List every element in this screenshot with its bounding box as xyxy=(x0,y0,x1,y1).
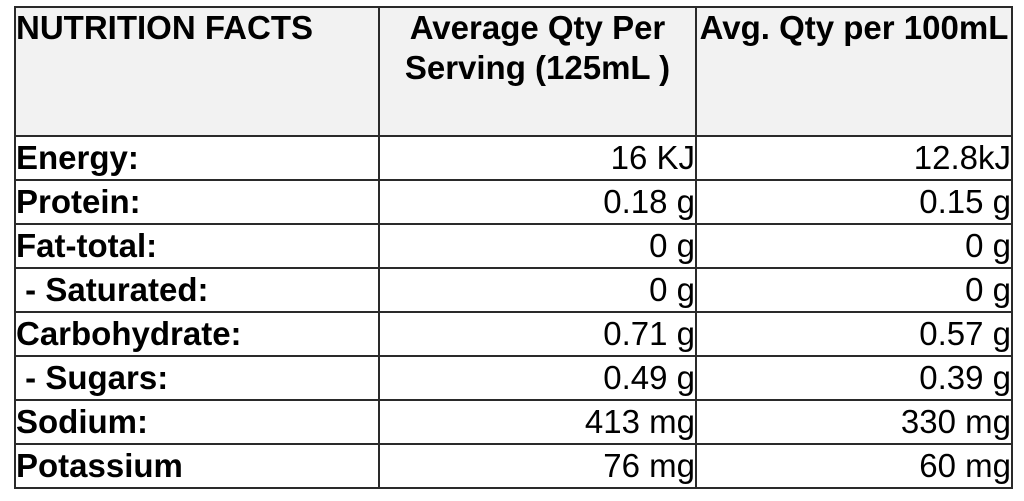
table-body: Energy: 16 KJ 12.8kJ Protein: 0.18 g 0.1… xyxy=(14,135,1013,489)
per-serving-value: 0.71 g xyxy=(378,311,697,357)
nutrient-name: Energy: xyxy=(14,135,380,181)
per-serving-value: 0.49 g xyxy=(378,355,697,401)
table-row: Sodium: 413 mg 330 mg xyxy=(14,399,1013,445)
table-row: Potassium 76 mg 60 mg xyxy=(14,443,1013,489)
nutrient-name: - Sugars: xyxy=(14,355,380,401)
per-100ml-value: 330 mg xyxy=(695,399,1013,445)
nutrient-name: Potassium xyxy=(14,443,380,489)
per-100ml-value: 0.57 g xyxy=(695,311,1013,357)
per-100ml-value: 60 mg xyxy=(695,443,1013,489)
header-row: NUTRITION FACTS Average Qty Per Serving … xyxy=(14,6,1013,137)
nutrient-name: Carbohydrate: xyxy=(14,311,380,357)
per-serving-value: 76 mg xyxy=(378,443,697,489)
table-row: Fat-total: 0 g 0 g xyxy=(14,223,1013,269)
nutrient-name: Sodium: xyxy=(14,399,380,445)
per-100ml-value: 0 g xyxy=(695,267,1013,313)
header-per-serving: Average Qty Per Serving (125mL ) xyxy=(378,6,697,137)
header-nutrition-facts: NUTRITION FACTS xyxy=(14,6,380,137)
table-row: Carbohydrate: 0.71 g 0.57 g xyxy=(14,311,1013,357)
table-row: Protein: 0.18 g 0.15 g xyxy=(14,179,1013,225)
table-row: Energy: 16 KJ 12.8kJ xyxy=(14,135,1013,181)
per-100ml-value: 0.39 g xyxy=(695,355,1013,401)
table-row: - Sugars: 0.49 g 0.39 g xyxy=(14,355,1013,401)
per-100ml-value: 0.15 g xyxy=(695,179,1013,225)
table-row: - Saturated: 0 g 0 g xyxy=(14,267,1013,313)
per-100ml-value: 0 g xyxy=(695,223,1013,269)
per-serving-value: 0.18 g xyxy=(378,179,697,225)
per-serving-value: 0 g xyxy=(378,223,697,269)
per-100ml-value: 12.8kJ xyxy=(695,135,1013,181)
per-serving-value: 413 mg xyxy=(378,399,697,445)
nutrient-name: Protein: xyxy=(14,179,380,225)
per-serving-value: 16 KJ xyxy=(378,135,697,181)
per-serving-value: 0 g xyxy=(378,267,697,313)
nutrient-name: - Saturated: xyxy=(14,267,380,313)
header-per-100ml: Avg. Qty per 100mL xyxy=(695,6,1013,137)
nutrient-name: Fat-total: xyxy=(14,223,380,269)
nutrition-facts-table: NUTRITION FACTS Average Qty Per Serving … xyxy=(14,6,1013,489)
table-header: NUTRITION FACTS Average Qty Per Serving … xyxy=(14,6,1013,137)
